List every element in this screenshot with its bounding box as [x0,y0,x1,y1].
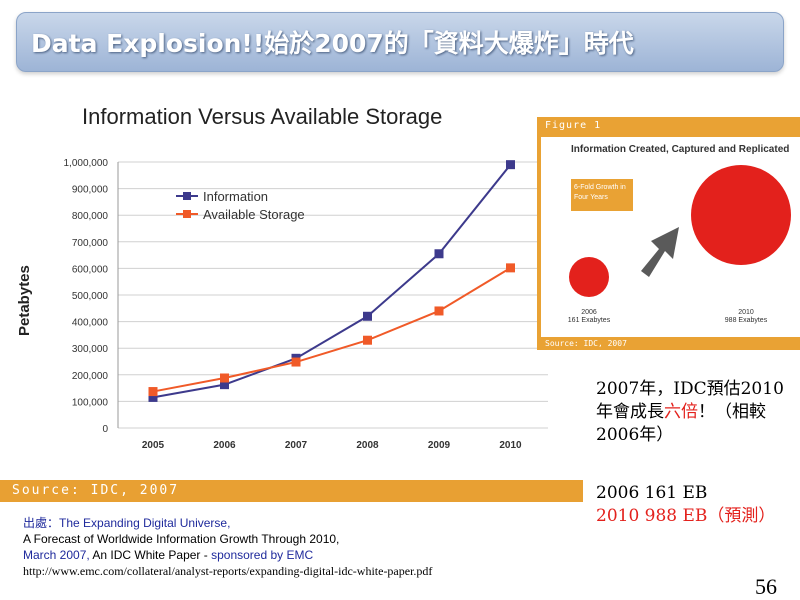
stats-note: 2006 161 EB 2010 988 EB（預測） [596,482,800,528]
forecast-note: 2007年，IDC預估2010 年會成長六倍！（相較 2006年） [596,378,800,447]
x-tick-label: 2007 [285,440,308,451]
y-tick-label: 1,000,000 [64,158,109,169]
forecast-line-2: 年會成長六倍！（相較 [596,401,800,424]
series-lines [148,160,515,402]
x-tick-labels: 2005 2006 2007 2008 2009 2010 [142,440,522,451]
y-tick-labels: 0 100,000 200,000 300,000 400,000 500,000 600,… [64,158,109,435]
slide-title-en: Data Explosion!! [31,29,265,58]
series-1-point [434,249,444,259]
bubble-2006-year: 2006 [581,309,597,316]
x-tick-label: 2010 [499,440,522,451]
series-line-2 [152,267,512,393]
citation-url[interactable]: http://www.emc.com/collateral/analyst-re… [23,564,433,578]
stat-2010: 2010 988 EB（預測） [596,506,776,526]
y-tick-label: 200,000 [72,371,109,382]
forecast-line-2a: 年會成長 [596,402,664,422]
legend-marker [183,210,191,218]
figure-title: Information Created, Captured and Replic… [571,144,790,155]
y-tick-label: 800,000 [72,211,109,222]
y-axis-label: Petabytes [16,265,33,336]
y-tick-label: 600,000 [72,264,109,275]
series-1-point [506,160,515,170]
y-tick-label: 500,000 [72,291,109,302]
growth-arrow-icon [641,227,679,277]
figure-panel: Figure 1 Information Created, Captured a… [537,117,800,350]
page-number: 56 [755,574,777,599]
series-2-point [220,373,229,383]
x-tick-label: 2008 [356,440,379,451]
forecast-line-2b: ！（相較 [698,402,766,422]
citation-title[interactable]: The Expanding Digital Universe, [59,516,231,530]
series-1-point [220,380,229,390]
citation-sponsor: sponsored by EMC [211,548,314,562]
y-tick-label: 0 [102,424,108,435]
forecast-line-3: 2006年） [596,425,674,445]
bubble-2010 [691,165,791,265]
figure-content: Information Created, Captured and Replic… [541,137,800,337]
y-tick-label: 100,000 [72,397,109,408]
growth-note: 6-Fold Growth in Four Years [571,179,633,211]
figure-source: Source: IDC, 2007 [545,339,627,348]
forecast-line-1: 2007年，IDC預估2010 [596,379,784,399]
citation-label: 出處： [23,516,60,530]
y-tick-label: 300,000 [72,344,109,355]
series-line-1 [152,164,512,399]
series-1-point [363,311,372,321]
chart-source: Source: IDC, 2007 [0,480,583,502]
chart-source-text: Source: IDC, 2007 [12,483,180,498]
bubble-2010-value: 988 Exabytes [724,317,768,324]
citation-paper: An IDC White Paper - [89,548,212,562]
legend-label: Available Storage [203,207,305,222]
citation-line-2: A Forecast of Worldwide Information Grow… [23,532,340,546]
bubble-2010-year: 2010 [738,309,754,316]
line-chart: Information Versus Available Storage Pet… [16,104,548,451]
citation-line-3: March 2007, An IDC White Paper - sponsor… [23,547,583,563]
six-fold-highlight: 六倍 [664,402,698,422]
chart-title: Information Versus Available Storage [82,104,442,129]
slide-title-zh: 始於2007的「資料大爆炸」時代 [264,29,634,58]
legend-marker [183,192,191,200]
chart-grid [117,161,548,429]
y-tick-label: 400,000 [72,318,109,329]
bubble-2006-value: 161 Exabytes [567,317,611,324]
citation: 出處：The Expanding Digital Universe, A For… [23,515,583,579]
citation-date: March 2007, [23,548,90,562]
series-1-point [148,392,158,402]
figure-label: Figure 1 [545,120,602,131]
y-tick-label: 900,000 [72,185,109,196]
bubble-2006-caption: 2006 161 Exabytes [561,309,617,325]
series-2-point [434,306,444,316]
series-2-point [506,263,515,273]
stat-2006: 2006 161 EB [596,483,708,503]
series-2-point [148,387,158,397]
bubble-2010-caption: 2010 988 Exabytes [711,309,781,325]
x-tick-label: 2006 [213,440,236,451]
legend-label: Information [203,189,268,204]
series-2-point [291,357,301,367]
x-tick-label: 2009 [428,440,451,451]
x-tick-label: 2005 [142,440,165,451]
citation-line-1: 出處：The Expanding Digital Universe, [23,515,583,531]
bubble-2006 [569,257,609,297]
chart-legend: Information Available Storage [176,189,305,222]
series-2-point [363,335,372,345]
slide-title-bar: Data Explosion!!始於2007的「資料大爆炸」時代 [16,12,784,72]
slide-title: Data Explosion!!始於2007的「資料大爆炸」時代 [31,24,634,60]
y-tick-label: 700,000 [72,238,109,249]
